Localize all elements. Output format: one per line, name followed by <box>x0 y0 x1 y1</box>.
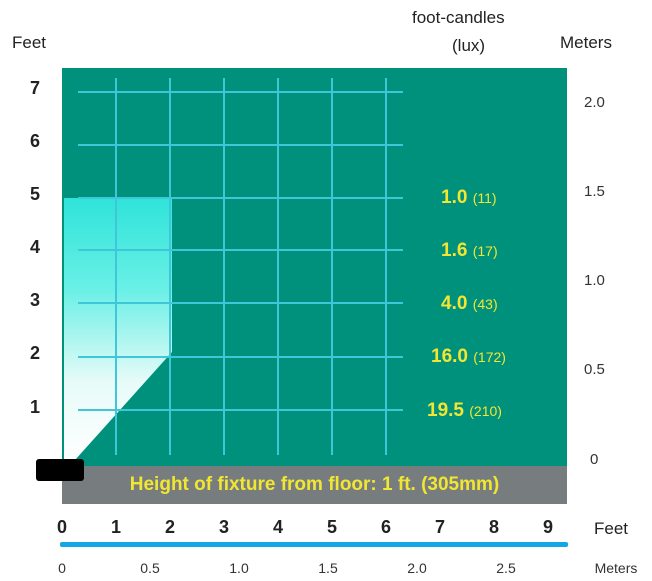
right-tick-0-5: 0.5 <box>584 361 605 378</box>
bottom-meter-tick-2-0: 2.0 <box>407 560 427 576</box>
readings-header-line2: (lux) <box>452 36 486 55</box>
reading-row-4: 16.0 (172) <box>431 346 506 368</box>
reading-lux: (210) <box>469 403 502 419</box>
bottom-feet-tick-4: 4 <box>272 517 283 537</box>
reading-fc: 16.0 <box>431 346 468 367</box>
readings-header-line1: foot-candles <box>412 8 505 27</box>
reading-fc: 4.0 <box>441 293 468 314</box>
light-beam <box>64 198 172 460</box>
reading-row-3: 4.0 (43) <box>441 293 498 315</box>
left-tick-3: 3 <box>29 290 40 310</box>
reading-lux: (43) <box>472 296 498 312</box>
reading-lux: (172) <box>473 349 506 365</box>
bottom-meter-tick-0: 0 <box>58 560 66 576</box>
right-tick-1-5: 1.5 <box>584 183 605 200</box>
bottom-feet-tick-9: 9 <box>542 517 553 537</box>
fixture-height-caption: Height of fixture from floor: 1 ft. (305… <box>129 474 500 495</box>
reading-fc: 1.6 <box>441 240 468 261</box>
bottom-feet-unit-label: Feet <box>594 519 629 538</box>
light-fixture-icon <box>36 459 84 481</box>
left-tick-7: 7 <box>29 78 40 98</box>
left-tick-5: 5 <box>29 184 40 204</box>
grid-vertical-lines <box>115 78 387 455</box>
reading-fc: 1.0 <box>441 187 468 208</box>
bottom-feet-tick-1: 1 <box>110 517 121 537</box>
bottom-feet-tick-3: 3 <box>218 517 229 537</box>
bottom-feet-tick-2: 2 <box>164 517 175 537</box>
bottom-feet-tick-8: 8 <box>488 517 499 537</box>
meter-scale-line <box>60 542 568 547</box>
bottom-meter-tick-0-5: 0.5 <box>140 560 160 576</box>
grid-horizontal-lines <box>78 91 403 411</box>
left-axis-unit-label: Feet <box>12 33 47 52</box>
right-tick-0: 0 <box>590 451 599 468</box>
reading-row-5: 19.5 (210) <box>427 400 502 422</box>
bottom-feet-tick-0: 0 <box>56 517 67 537</box>
left-tick-4: 4 <box>29 237 40 257</box>
reading-lux: (11) <box>472 190 497 206</box>
reading-fc: 19.5 <box>427 400 464 421</box>
bottom-feet-tick-5: 5 <box>326 517 337 537</box>
reading-row-2: 1.6 (17) <box>441 240 498 262</box>
bottom-meter-tick-1-0: 1.0 <box>229 560 249 576</box>
left-tick-2: 2 <box>29 343 40 363</box>
reading-lux: (17) <box>472 243 498 259</box>
right-axis-unit-label: Meters <box>560 33 612 52</box>
bottom-feet-tick-7: 7 <box>434 517 445 537</box>
right-tick-2-0: 2.0 <box>584 94 605 111</box>
left-tick-1: 1 <box>29 397 40 417</box>
right-tick-1-0: 1.0 <box>584 272 605 289</box>
bottom-feet-tick-6: 6 <box>380 517 391 537</box>
left-tick-6: 6 <box>29 131 40 151</box>
bottom-meter-tick-1-5: 1.5 <box>318 560 338 576</box>
caption-bar <box>62 466 567 504</box>
bottom-meter-tick-2-5: 2.5 <box>496 560 516 576</box>
bottom-meters-unit-label: Meters <box>594 560 638 576</box>
reading-row-1: 1.0 (11) <box>441 187 497 209</box>
